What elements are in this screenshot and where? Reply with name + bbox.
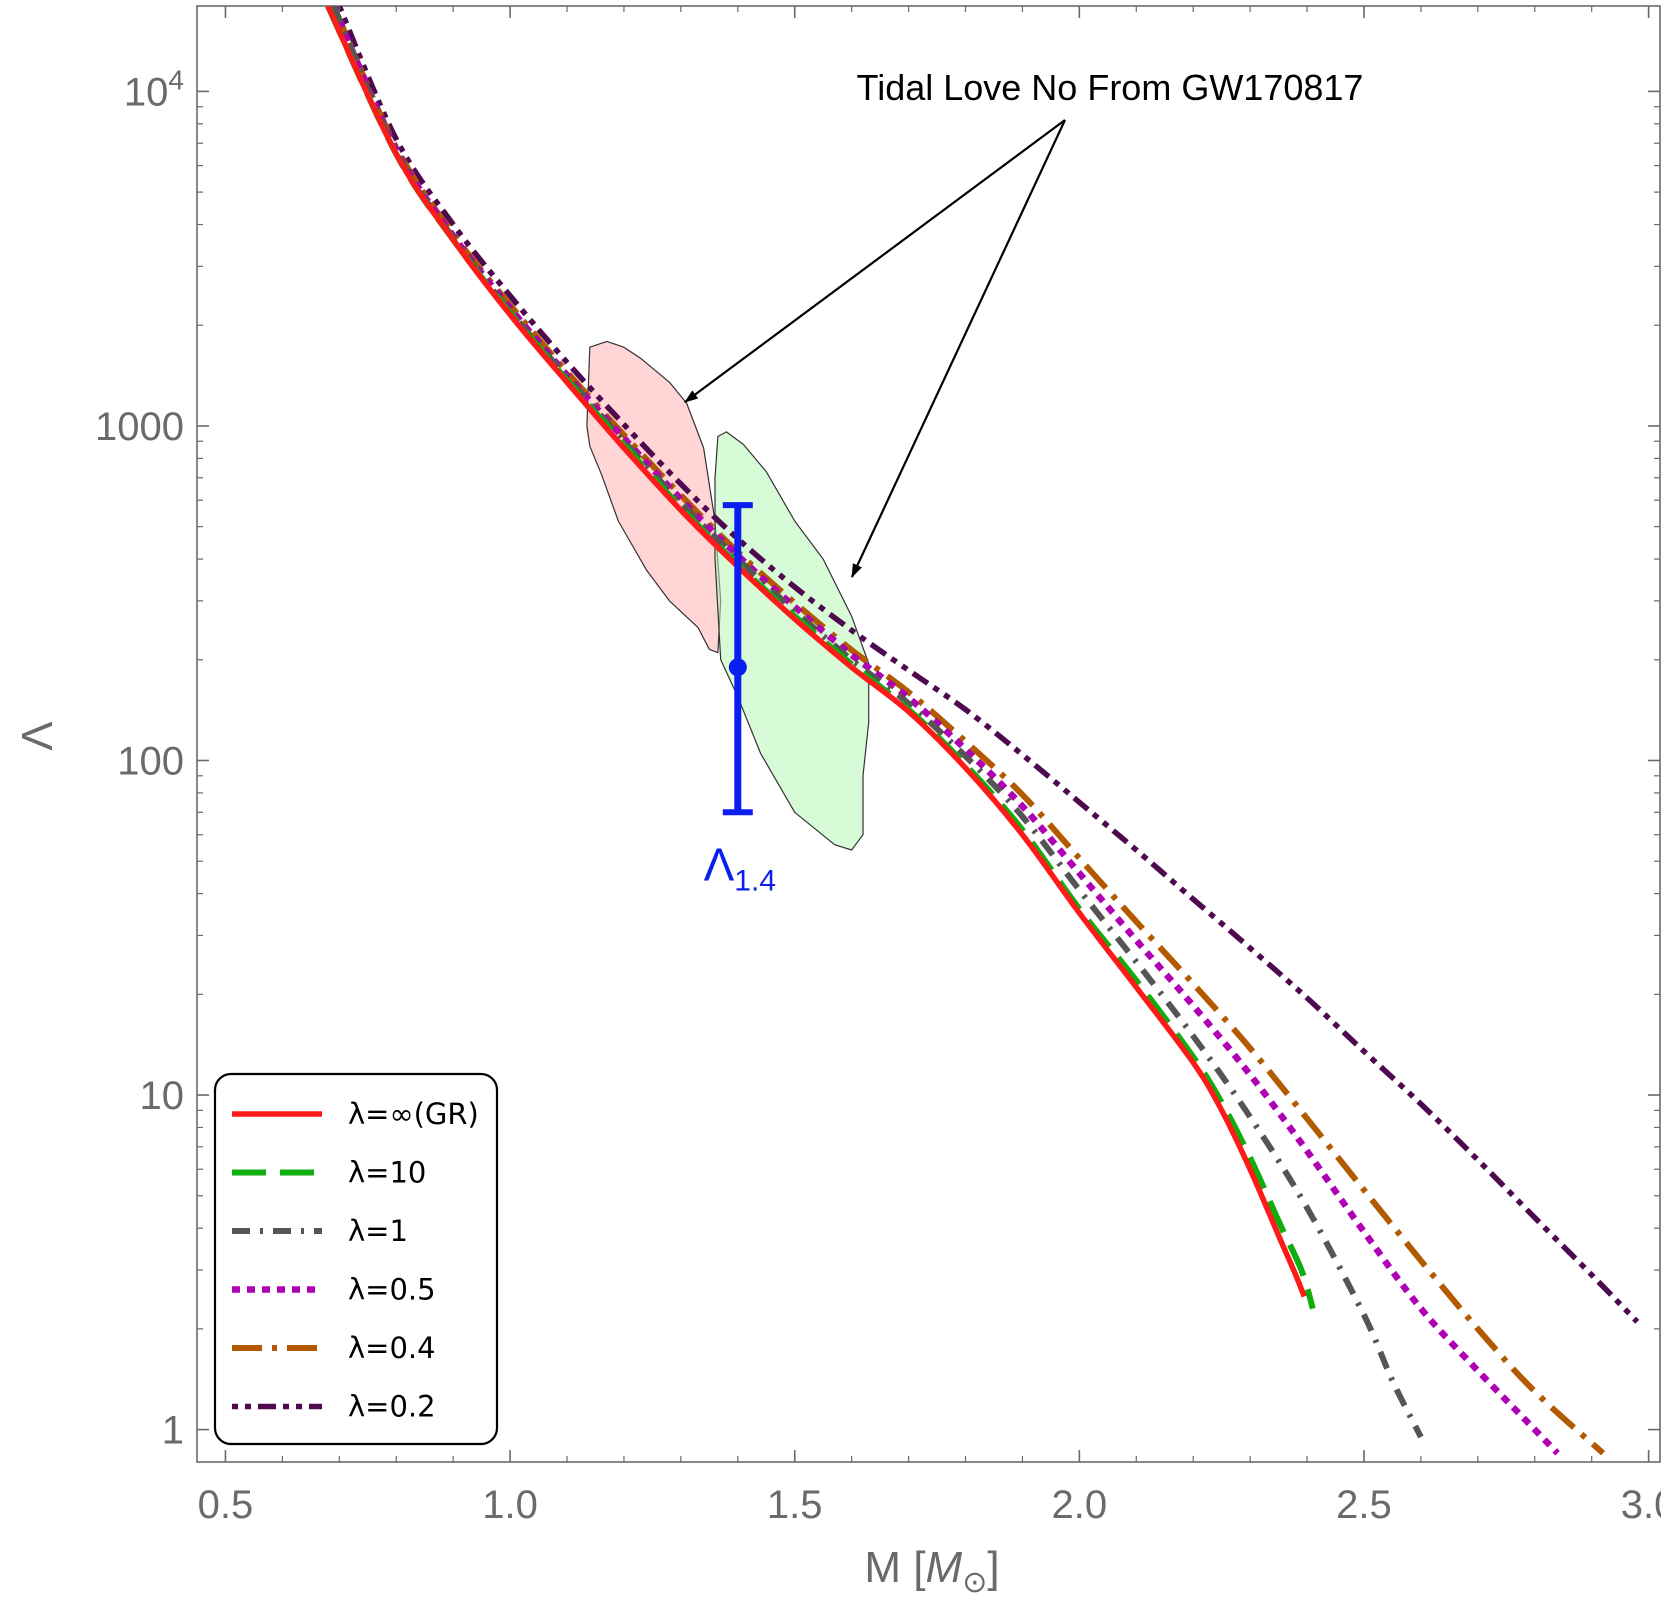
gw170817-regions [586,340,870,851]
gw-region [586,340,722,654]
legend: λ=∞(GR) λ=10 λ=1 λ=0.5 λ=0.4 λ=0.2 [213,1072,499,1446]
x-tick-label: 2.5 [1336,1483,1392,1527]
errorbar-label: Λ1.4 [704,838,776,897]
legend-box [213,1072,499,1446]
x-axis: 0.5 1.0 1.5 2.0 2.5 3.0 [198,6,1661,1527]
annotation-arrow-2 [850,119,1066,578]
series-line [330,6,1560,1456]
gw-region [714,431,870,851]
legend-label: λ=0.4 [348,1331,436,1365]
y-axis-title: Λ [13,721,62,751]
legend-label: λ=0.2 [348,1390,436,1424]
plot-frame [196,5,1661,1463]
annotation-arrow-1 [684,119,1066,403]
x-tick-label: 3.0 [1621,1483,1661,1527]
y-axis: 1 10 100 1000 104 [95,64,1660,1453]
legend-label: λ=0.5 [348,1273,436,1307]
x-axis-title: M [M⊙] [864,1543,999,1599]
y-tick-label: 104 [124,64,184,114]
legend-label: λ=10 [348,1156,426,1190]
x-tick-label: 1.5 [767,1483,823,1527]
series-line [336,6,1640,1324]
annotation-text: Tidal Love No From GW170817 [857,67,1364,108]
annotation: Tidal Love No From GW170817 [684,67,1364,578]
x-tick-label: 2.0 [1052,1483,1108,1527]
y-tick-label: 100 [117,739,184,783]
series-lines [325,6,1640,1456]
x-tick-label: 0.5 [198,1483,254,1527]
series-line [330,6,1424,1439]
legend-label: λ=1 [348,1214,408,1248]
y-tick-label: 1000 [95,405,184,449]
legend-label: λ=∞(GR) [348,1097,479,1131]
series-line [325,6,1307,1298]
errorbar-point [728,658,747,677]
series-line [330,6,1606,1456]
lambda14-errorbar: Λ1.4 [704,502,776,897]
y-tick-label: 10 [140,1074,185,1118]
y-tick-label: 1 [162,1409,184,1453]
x-tick-label: 1.0 [482,1483,538,1527]
